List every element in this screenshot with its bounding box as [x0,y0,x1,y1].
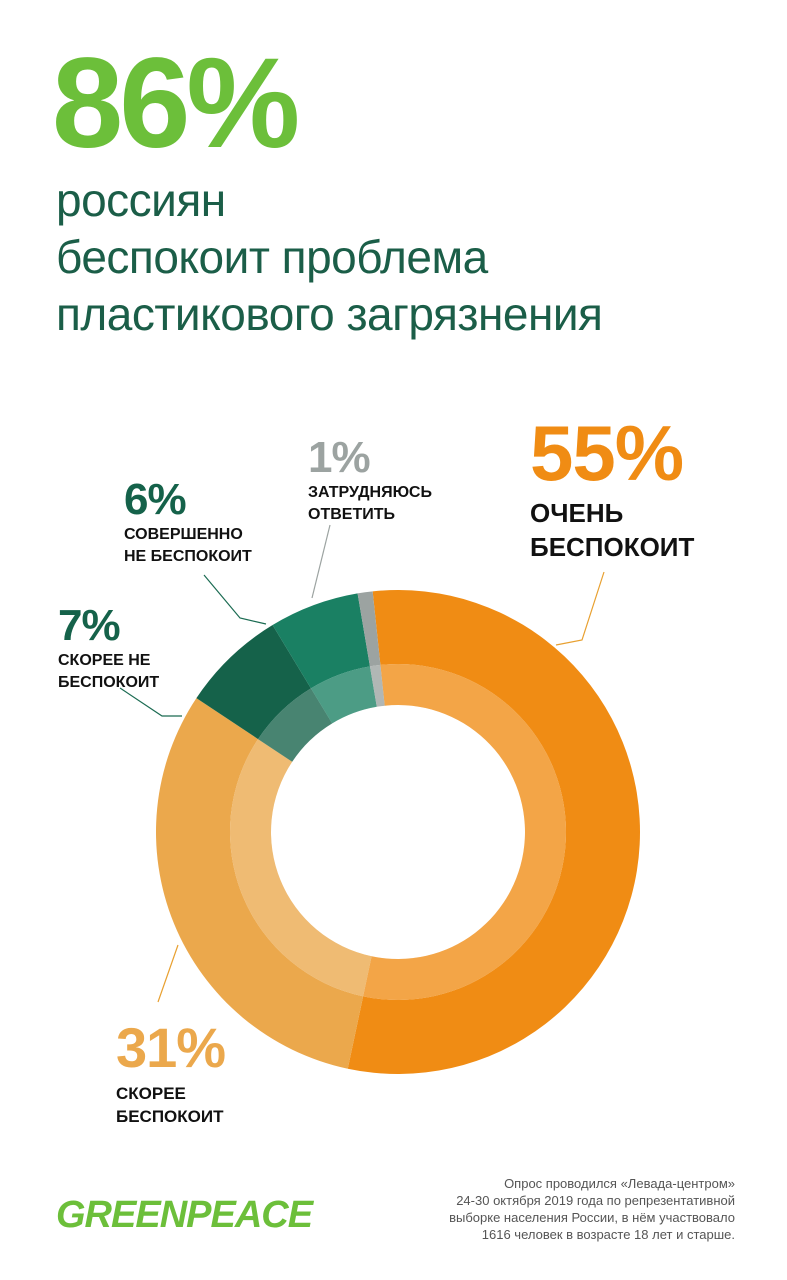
leader-line-not-concerned-at-all [203,574,267,625]
slice-caption-line: ЗАТРУДНЯЮСЬ [308,484,432,501]
slice-label-very-concerned: 55% ОЧЕНЬ БЕСПОКОИТ [530,414,694,564]
donut-inner-tint-hard-to-answer [369,664,385,707]
donut-inner-tint-rather-not-concerned [258,688,333,762]
slice-caption-line: ОТВЕТИТЬ [308,506,395,523]
donut-inner-tint-rather-concerned [230,739,372,997]
leader-line-rather-not-concerned [119,687,182,717]
slice-caption-line: СОВЕРШЕННО [124,526,243,543]
slice-caption-line: СКОРЕЕ НЕ [58,652,151,669]
slice-caption-line: НЕ БЕСПОКОИТ [124,548,252,565]
slice-caption-line: БЕСПОКОИТ [116,1107,224,1126]
slice-percent: 31% [116,1016,226,1079]
slice-percent: 6% [124,475,187,524]
slice-label-rather-concerned: 31% СКОРЕЕ БЕСПОКОИТ [116,1016,226,1128]
slice-caption: СКОРЕЕ НЕ БЕСПОКОИТ [58,650,159,694]
donut-inner-ring-not-concerned-at-all [310,666,377,724]
donut-inner-ring-rather-not-concerned [258,688,333,762]
slice-label-not-concerned-at-all: 6% СОВЕРШЕННО НЕ БЕСПОКОИТ [124,478,252,568]
headline-line: россиян [56,174,226,226]
slice-caption: СКОРЕЕ БЕСПОКОИТ [116,1082,225,1128]
leader-line-rather-concerned [157,944,179,1003]
slice-caption-line: ОЧЕНЬ [530,498,624,528]
donut-slice-hard-to-answer [357,591,381,667]
slice-label-hard-to-answer: 1% ЗАТРУДНЯЮСЬ ОТВЕТИТЬ [308,436,432,526]
donut-slice-rather-concerned [155,698,364,1069]
slice-percent: 7% [58,601,121,650]
survey-footnote: Опрос проводился «Левада-центром» 24-30 … [449,1175,735,1243]
donut-inner-ring-very-concerned [363,664,566,1000]
donut-slice-rather-not-concerned [196,625,311,740]
leader-line-hard-to-answer [311,524,331,599]
slice-percent: 55% [530,409,684,497]
headline-value: 86% [52,32,300,175]
slice-caption-line: БЕСПОКОИТ [58,674,160,691]
donut-slice-not-concerned-at-all [272,593,370,689]
footnote-line: 1616 человек в возрасте 18 лет и старше. [481,1227,735,1242]
donut-slice-very-concerned [347,590,641,1075]
footnote-line: выборке населения России, в нём участвов… [449,1210,735,1225]
donut-inner-ring-hard-to-answer [369,664,385,707]
slice-caption: СОВЕРШЕННО НЕ БЕСПОКОИТ [124,524,252,568]
headline-text: россиян беспокоит проблема пластикового … [56,172,603,343]
headline-line: пластикового загрязнения [56,288,603,340]
donut-inner-ring-rather-concerned [230,739,372,997]
footnote-line: Опрос проводился «Левада-центром» [504,1176,735,1191]
slice-label-rather-not-concerned: 7% СКОРЕЕ НЕ БЕСПОКОИТ [58,604,159,694]
greenpeace-logo: GREENPEACE [56,1194,313,1236]
slice-caption-line: СКОРЕЕ [116,1084,186,1103]
slice-caption-line: БЕСПОКОИТ [530,532,695,562]
slice-percent: 1% [308,433,371,482]
donut-inner-tint-very-concerned [363,664,566,1000]
headline-line: беспокоит проблема [56,231,488,283]
slice-caption: ЗАТРУДНЯЮСЬ ОТВЕТИТЬ [308,482,432,526]
leader-line-very-concerned [555,571,605,646]
footnote-line: 24-30 октября 2019 года по репрезентатив… [456,1193,735,1208]
slice-caption: ОЧЕНЬ БЕСПОКОИТ [530,496,694,564]
donut-inner-tint-not-concerned-at-all [310,666,377,724]
